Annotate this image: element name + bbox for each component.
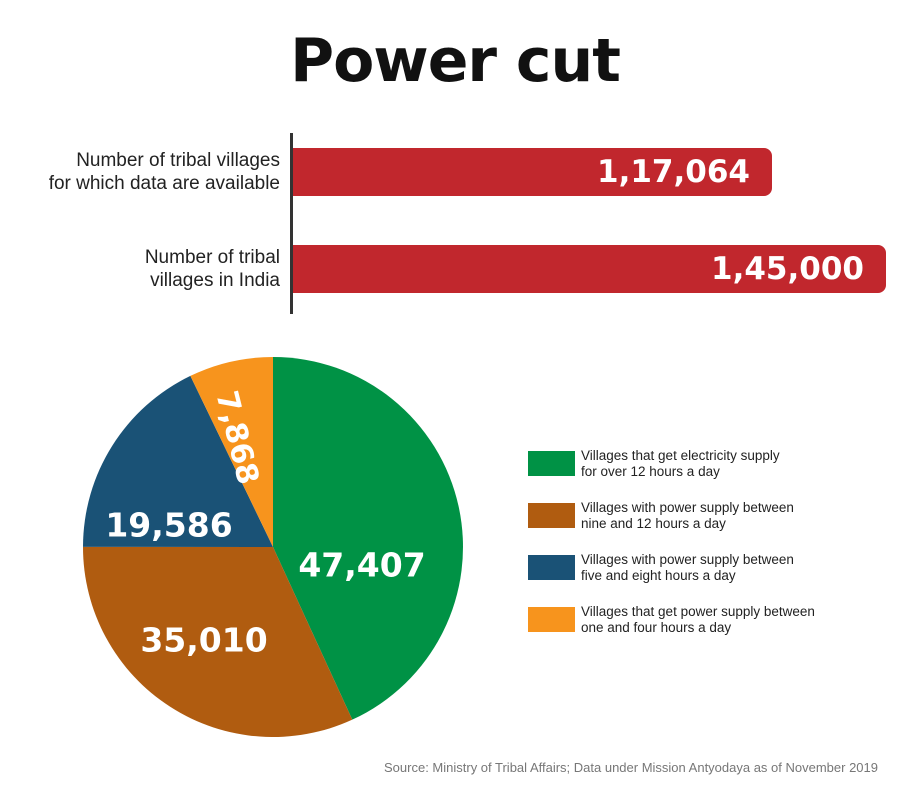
- bar-label-line: Number of tribal villages: [76, 150, 280, 171]
- bar-total: 1,45,000: [293, 245, 886, 293]
- legend-label-line: Villages that get electricity supply: [581, 448, 780, 463]
- bar-label-line: villages in India: [150, 270, 280, 291]
- legend-item: Villages with power supply between five …: [528, 552, 888, 604]
- pie-slice-label: 35,010: [140, 621, 267, 660]
- bar-label-available: Number of tribal villages for which data…: [49, 149, 280, 195]
- legend-label-line: nine and 12 hours a day: [581, 516, 726, 531]
- legend-label-line: Villages that get power supply between: [581, 604, 815, 619]
- pie-slice: [82, 546, 353, 737]
- bar-value-label: 1,45,000: [711, 251, 864, 287]
- pie-slice-label: 19,586: [105, 506, 232, 545]
- legend-label-line: one and four hours a day: [581, 620, 732, 635]
- legend-label-line: for over 12 hours a day: [581, 464, 720, 479]
- pie-slice: [273, 357, 463, 720]
- legend-item: Villages that get power supply between o…: [528, 604, 888, 656]
- pie-slice: [83, 375, 273, 547]
- legend-label: Villages that get power supply between o…: [581, 604, 881, 636]
- bar-value-label: 1,17,064: [597, 154, 750, 190]
- bar-label-total: Number of tribal villages in India: [145, 246, 280, 292]
- bar-axis-line: [290, 133, 293, 314]
- pie-legend: Villages that get electricity supply for…: [528, 448, 888, 656]
- legend-swatch: [528, 451, 575, 476]
- source-note: Source: Ministry of Tribal Affairs; Data…: [384, 760, 878, 775]
- legend-item: Villages that get electricity supply for…: [528, 448, 888, 500]
- legend-label-line: Villages with power supply between: [581, 500, 794, 515]
- bar-label-line: for which data are available: [48, 173, 280, 194]
- legend-label: Villages that get electricity supply for…: [581, 448, 881, 480]
- legend-item: Villages with power supply between nine …: [528, 500, 888, 552]
- legend-label-line: Villages with power supply between: [581, 552, 794, 567]
- legend-swatch: [528, 607, 575, 632]
- legend-label-line: five and eight hours a day: [581, 568, 736, 583]
- bar-available: 1,17,064: [293, 148, 772, 196]
- legend-swatch: [528, 555, 575, 580]
- legend-label: Villages with power supply between five …: [581, 552, 881, 584]
- pie-slice-label: 47,407: [298, 546, 425, 585]
- legend-label: Villages with power supply between nine …: [581, 500, 881, 532]
- pie-slice: [190, 357, 273, 547]
- chart-title: Power cut: [290, 26, 621, 96]
- legend-swatch: [528, 503, 575, 528]
- bar-label-line: Number of tribal: [144, 247, 280, 268]
